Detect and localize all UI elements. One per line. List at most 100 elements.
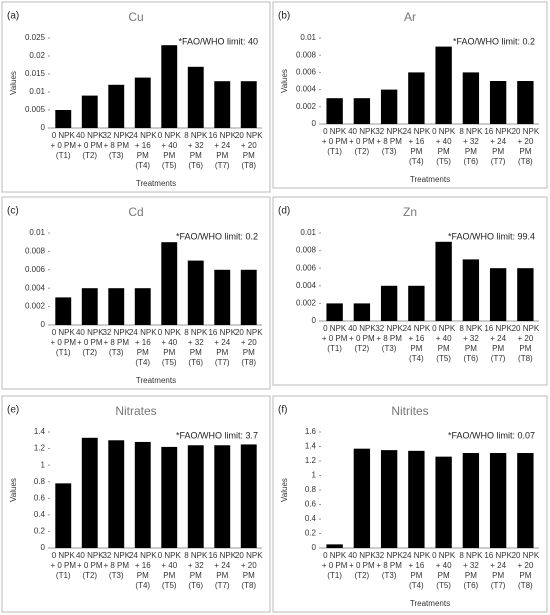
x-tick-label: 32 NPK + 8 PM (T3) [102, 551, 130, 580]
bar [134, 288, 151, 325]
x-tick-label: 24 NPK + 16 PM (T4) [403, 127, 431, 166]
panel-label: (d) [278, 206, 290, 217]
bar [214, 269, 231, 325]
x-tick-label: 20 NPK + 20 PM (T8) [235, 131, 263, 170]
x-tick-label: 16 NPK + 24 PM (T7) [484, 127, 512, 166]
y-tick-label: 1.4 [305, 442, 317, 451]
panel-label: (e) [7, 405, 19, 416]
x-tick-label: 16 NPK + 24 PM (T7) [208, 131, 236, 170]
bar [489, 453, 507, 548]
y-tick-label: 0.2 [305, 529, 317, 538]
panel-border [272, 1, 548, 189]
y-axis-label: Values [9, 478, 18, 502]
bar [462, 72, 480, 124]
bar [435, 241, 452, 321]
x-tick-label: 24 NPK + 16 PM (T4) [129, 328, 157, 367]
bar [55, 297, 72, 325]
y-tick-label: 0.8 [305, 485, 317, 494]
y-tick-label: 1 [41, 460, 46, 469]
x-tick-label: 0 NPK + 0 PM (T1) [322, 127, 348, 156]
bar [240, 444, 257, 548]
x-tick-label: 16 NPK + 24 PM (T7) [208, 551, 236, 590]
bar [214, 81, 231, 128]
bar [161, 446, 178, 548]
y-tick-label: 0.002 [296, 299, 317, 308]
panel-border [1, 1, 271, 193]
y-tick-label: 0.005 [25, 105, 46, 114]
bar [353, 98, 371, 124]
bar [55, 110, 72, 128]
x-tick-label: 8 NPK + 32 PM (T6) [459, 551, 483, 590]
x-tick-label: 0 NPK + 40 PM (T5) [158, 328, 182, 367]
y-tick-label: 0 [41, 123, 46, 132]
y-tick-label: 0.6 [305, 500, 317, 509]
x-tick-label: 40 NPK + 0 PM (T2) [76, 328, 104, 357]
y-tick-label: 0 [312, 119, 317, 128]
bar [214, 445, 231, 548]
panel-border [272, 196, 548, 386]
y-tick-label: 0 [312, 316, 317, 325]
bar [380, 450, 398, 548]
y-tick-label: 1.2 [305, 456, 317, 465]
bar [134, 77, 151, 128]
y-tick-label: 0.004 [296, 85, 317, 94]
x-tick-label: 32 NPK + 8 PM (T3) [102, 328, 130, 357]
panel-border [1, 196, 271, 390]
annotation: *FAO/WHO limit: 3.7 [176, 430, 258, 440]
bar [517, 268, 534, 321]
bar [435, 456, 452, 548]
y-tick-label: 0.008 [25, 247, 46, 256]
bar [408, 450, 425, 548]
x-tick-label: 0 NPK + 40 PM (T5) [158, 131, 182, 170]
bar [187, 66, 204, 128]
bar [408, 285, 425, 321]
bar [81, 288, 98, 325]
y-tick-label: 0 [41, 543, 46, 552]
y-tick-label: 0.01 [29, 228, 45, 237]
panel-label: (b) [278, 11, 290, 22]
y-tick-label: 0 [41, 320, 46, 329]
y-tick-label: 0.006 [296, 263, 317, 272]
x-tick-label: 20 NPK + 20 PM (T8) [235, 551, 263, 590]
x-tick-label: 8 NPK + 32 PM (T6) [184, 551, 208, 590]
y-tick-label: 1.6 [305, 427, 317, 436]
annotation: *FAO/WHO limit: 0.2 [453, 36, 535, 46]
x-tick-label: 32 NPK + 8 PM (T3) [102, 131, 130, 160]
y-tick-label: 0.002 [25, 302, 46, 311]
x-tick-label: 8 NPK + 32 PM (T6) [459, 127, 483, 166]
y-tick-label: 0.015 [25, 69, 46, 78]
x-tick-label: 0 NPK + 40 PM (T5) [432, 127, 456, 166]
x-tick-label: 24 NPK + 16 PM (T4) [129, 551, 157, 590]
y-tick-label: 1.4 [34, 427, 46, 436]
x-tick-label: 16 NPK + 24 PM (T7) [208, 328, 236, 367]
y-axis-label: Values [280, 478, 289, 502]
x-tick-label: 0 NPK + 0 PM (T1) [50, 328, 76, 357]
bar [408, 72, 425, 124]
x-tick-label: 16 NPK + 24 PM (T7) [484, 324, 512, 363]
annotation: *FAO/WHO limit: 0.07 [448, 430, 535, 440]
x-tick-label: 40 NPK + 0 PM (T2) [348, 551, 376, 580]
x-tick-label: 0 NPK + 40 PM (T5) [158, 551, 182, 590]
bar [326, 303, 343, 321]
bar [240, 269, 257, 325]
bar [380, 285, 398, 321]
x-tick-label: 0 NPK + 0 PM (T1) [50, 551, 76, 580]
annotation: *FAO/WHO limit: 40 [178, 36, 258, 46]
x-tick-label: 0 NPK + 40 PM (T5) [432, 551, 456, 590]
x-tick-label: 8 NPK + 32 PM (T6) [459, 324, 483, 363]
chart-title: Nitrites [391, 404, 428, 418]
y-tick-label: 0.006 [296, 68, 317, 77]
x-tick-label: 0 NPK + 40 PM (T5) [432, 324, 456, 363]
bar [108, 440, 125, 548]
x-axis-label: Treatments [136, 179, 176, 188]
bar [81, 95, 98, 128]
chart-title: Zn [403, 205, 417, 219]
y-tick-label: 0.2 [34, 527, 46, 536]
x-tick-label: 32 NPK + 8 PM (T3) [375, 324, 403, 353]
y-tick-label: 0.004 [25, 283, 46, 292]
y-tick-label: 0.02 [29, 51, 45, 60]
bar [55, 483, 72, 548]
y-tick-label: 0.01 [300, 33, 316, 42]
y-tick-label: 0.004 [296, 281, 317, 290]
y-tick-label: 0.01 [300, 228, 316, 237]
